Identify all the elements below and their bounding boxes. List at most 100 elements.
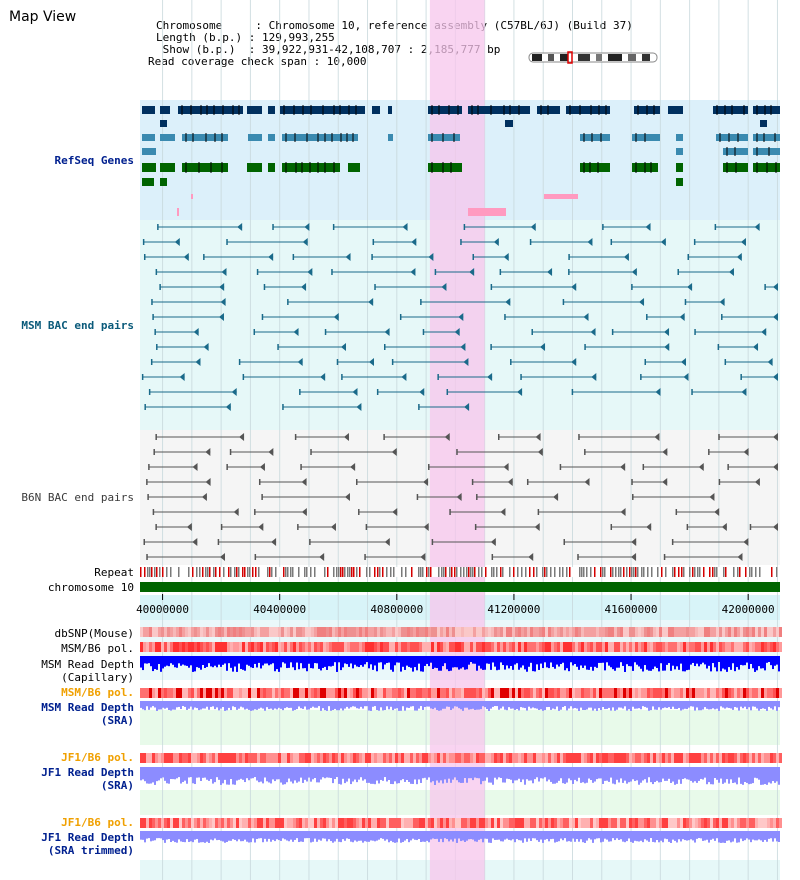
jf1-pol-trim-cell (650, 818, 653, 828)
jf1-pol-cell (221, 753, 224, 763)
msm-depth-cap-bar (264, 656, 266, 664)
jf1-depth-trim-bar (436, 831, 438, 839)
jf1-depth-trim-bar (694, 831, 696, 843)
chromosome-bar[interactable] (140, 582, 780, 592)
msm-pol-sra-cell (752, 688, 755, 698)
msm-pol-cell (719, 642, 722, 652)
jf1-pol-cell (452, 753, 455, 763)
jf1-depth-sra-bar (258, 767, 260, 783)
jf1-depth-trim-bar (470, 831, 472, 840)
b6n-bac-track[interactable] (143, 433, 778, 561)
jf1-pol-cell (533, 753, 536, 763)
jf1-depth-trim-bar (558, 831, 560, 842)
msm-depth-cap-bar (686, 656, 688, 671)
jf1-depth-trim-bar (388, 831, 390, 843)
jf1-pol-cell (209, 753, 212, 763)
msm-pol-cell (296, 642, 299, 652)
jf1-depth-trim-bar (510, 831, 512, 841)
jf1-pol-cell (278, 753, 281, 763)
jf1-pol-cell (215, 753, 218, 763)
msm-depth-sra-bar (656, 701, 658, 710)
repeat-element (719, 567, 721, 577)
msm-depth-sra-bar (616, 701, 618, 710)
msm-pol-sra-cell (305, 688, 308, 698)
jf1-depth-sra-bar (776, 767, 778, 782)
jf1-depth-trim-bar (526, 831, 528, 842)
dbsnp-cell (197, 627, 200, 637)
jf1-depth-trim-bar (704, 831, 706, 841)
jf1-pol-cell (650, 753, 653, 763)
jf1-pol-trim-cell (638, 818, 641, 828)
msm-depth-cap-bar (354, 656, 356, 665)
dbsnp-cell (272, 627, 275, 637)
repeat-element (356, 567, 358, 577)
jf1-depth-sra-bar (744, 767, 746, 782)
jf1-pol-trim-cell (347, 818, 350, 828)
dbsnp-cell (506, 627, 509, 637)
b6n-bac-pair-end (384, 538, 390, 546)
chromosome-ideogram[interactable] (528, 51, 658, 64)
dbsnp-cell (677, 627, 680, 637)
msm-depth-cap-bar (654, 656, 656, 667)
msm-pol-cell (290, 642, 293, 652)
jf1-depth-trim-bar (522, 831, 524, 843)
msm-pol-sra-cell (722, 688, 725, 698)
jf1-depth-sra-bar (190, 767, 192, 778)
msm-bac-pair-end (183, 253, 189, 261)
refseq-genes-track[interactable] (142, 105, 780, 216)
msm-depth-cap-bar (146, 656, 148, 664)
gene-feature (388, 106, 392, 114)
msm-depth-cap-bar (378, 656, 380, 663)
msm-pol-sra-cell (332, 688, 335, 698)
msm-depth-cap-bar (778, 656, 780, 672)
msm-bac-track[interactable] (141, 223, 778, 411)
jf1-depth-sra-bar (774, 767, 776, 783)
msm-depth-cap-bar (274, 656, 276, 672)
dbsnp-cell (554, 627, 557, 637)
jf1-depth-sra-bar (222, 767, 224, 784)
msm-depth-sra-bar (730, 701, 732, 709)
jf1-pol-cell (479, 753, 482, 763)
jf1-pol-trim-cell (410, 818, 413, 828)
msm-pol-sra-cell (698, 688, 701, 698)
msm-bac-pair-end (179, 373, 185, 381)
jf1-pol-trim-cell (176, 818, 179, 828)
jf1-depth-trim-bar (706, 831, 708, 840)
msm-depth-sra-bar (522, 701, 524, 708)
jf1-depth-trim-bar (716, 831, 718, 839)
msm-depth-cap-bar (418, 656, 420, 664)
jf1-depth-trim-bar (760, 831, 762, 841)
jf1-depth-trim-bar (170, 831, 172, 843)
msm-depth-cap-bar (156, 656, 158, 670)
dbsnp-cell (488, 627, 491, 637)
repeat-element (428, 567, 430, 577)
repeat-element (468, 567, 470, 577)
repeat-track[interactable] (140, 567, 780, 577)
repeat-element (170, 567, 172, 577)
msm-pol-cell (704, 642, 707, 652)
jf1-depth-sra-bar (594, 767, 596, 782)
msm-pol-cell (701, 642, 704, 652)
dbsnp-cell (323, 627, 326, 637)
heat-tracks[interactable] (140, 627, 782, 843)
msm-bac-pair-end (773, 313, 778, 321)
jf1-pol-trim-cell (479, 818, 482, 828)
jf1-pol-cell (149, 753, 152, 763)
jf1-pol-cell (239, 753, 242, 763)
gene-feature (247, 106, 262, 114)
dbsnp-cell (317, 627, 320, 637)
msm-pol-sra-cell (212, 688, 215, 698)
jf1-depth-trim-bar (352, 831, 354, 843)
repeat-element (712, 567, 714, 577)
jf1-depth-sra-bar (628, 767, 630, 783)
jf1-pol-cell (497, 753, 500, 763)
msm-pol-cell (239, 642, 242, 652)
highlight-region[interactable] (429, 0, 485, 880)
msm-depth-cap-bar (588, 656, 590, 670)
msm-depth-cap-bar (166, 656, 168, 666)
dbsnp-cell (722, 627, 725, 637)
msm-depth-sra-bar (386, 701, 388, 707)
msm-pol-cell (242, 642, 245, 652)
msm-bac-pair-end (320, 373, 326, 381)
